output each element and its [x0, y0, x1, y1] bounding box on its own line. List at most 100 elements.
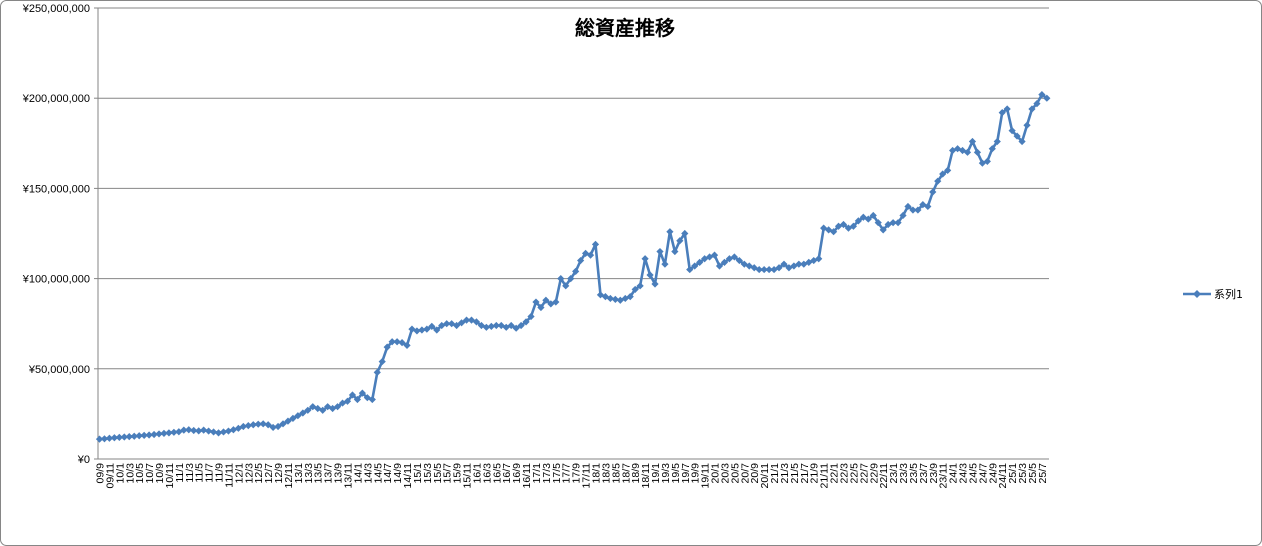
x-tick-label: 12/9: [273, 463, 285, 484]
x-tick-label: 15/1: [412, 463, 424, 484]
x-tick-label: 17/1: [531, 463, 543, 484]
x-tick-label: 23/1: [888, 463, 900, 484]
data-point: [1043, 94, 1051, 102]
x-tick-label: 25/7: [1037, 463, 1049, 484]
x-tick-label: 22/7: [858, 463, 870, 484]
data-point: [259, 420, 267, 428]
x-tick-label: 15/3: [422, 463, 434, 484]
data-point: [105, 434, 114, 442]
x-tick-label: 24/9: [987, 463, 999, 484]
data-point: [438, 321, 446, 330]
data-point: [691, 262, 699, 270]
data-point: [135, 432, 143, 440]
data-point: [314, 404, 322, 413]
data-point: [388, 338, 396, 346]
data-point: [205, 427, 213, 435]
data-point: [368, 395, 376, 404]
data-point: [542, 296, 550, 304]
data-point: [715, 262, 724, 270]
data-point: [567, 275, 575, 283]
data-point: [239, 422, 247, 431]
data-point: [864, 215, 872, 223]
x-tick-label: 19/5: [670, 463, 682, 484]
x-tick-label: 22/1: [829, 463, 841, 484]
data-point: [701, 255, 709, 263]
data-point: [894, 219, 902, 227]
x-tick-label: 12/3: [243, 463, 255, 484]
data-point: [651, 280, 659, 288]
data-point: [428, 322, 436, 331]
data-point: [155, 430, 163, 438]
x-tick-label: 18/5: [610, 463, 622, 484]
x-tick-label: 18/3: [600, 463, 612, 484]
data-point: [661, 260, 669, 268]
x-tick-label: 13/1: [293, 463, 305, 484]
legend-label: 系列1: [1214, 287, 1243, 301]
x-tick-label: 25/1: [1007, 463, 1019, 484]
data-point: [398, 339, 406, 347]
data-point: [423, 325, 431, 333]
data-point: [448, 320, 456, 328]
data-point: [492, 321, 500, 330]
data-point: [1033, 100, 1041, 108]
x-tick-label: 12/1: [233, 463, 245, 484]
data-point: [547, 300, 555, 308]
data-point: [686, 265, 694, 274]
data-point: [800, 260, 808, 268]
data-point: [264, 421, 272, 429]
data-point: [656, 247, 664, 256]
data-point: [150, 430, 158, 439]
data-point: [552, 298, 560, 306]
data-point: [249, 421, 257, 429]
data-point: [879, 226, 887, 234]
data-point: [433, 326, 441, 334]
data-point: [1028, 105, 1036, 113]
data-point: [631, 285, 639, 294]
data-point: [760, 265, 768, 274]
data-point: [502, 323, 510, 331]
data-point: [120, 433, 128, 441]
data-point: [353, 395, 362, 404]
data-point: [606, 294, 614, 303]
x-tick-label: 16/7: [501, 463, 513, 484]
x-tick-label: 22/11: [878, 463, 890, 489]
data-point: [944, 166, 952, 174]
data-point: [110, 434, 118, 442]
data-point: [795, 260, 803, 268]
x-tick-label: 15/11: [462, 463, 474, 489]
data-point: [537, 303, 545, 312]
data-point: [750, 264, 758, 272]
data-point: [740, 260, 748, 268]
x-tick-label: 23/5: [908, 463, 920, 484]
data-point: [710, 251, 719, 259]
data-point: [577, 256, 585, 265]
x-tick-label: 23/9: [928, 463, 940, 484]
data-point: [165, 429, 173, 437]
data-point: [626, 293, 634, 301]
x-tick-label: 17/5: [551, 463, 563, 484]
data-point: [309, 403, 317, 411]
data-point: [517, 321, 525, 330]
x-tick-label: 20/9: [749, 463, 761, 484]
x-tick-label: 11/7: [204, 463, 216, 483]
data-point: [735, 256, 743, 265]
data-point: [998, 109, 1006, 117]
x-tick-label: 13/9: [333, 463, 345, 484]
data-point: [175, 428, 183, 436]
legend: 系列1: [1183, 287, 1243, 301]
data-point: [443, 320, 451, 328]
x-tick-label: 22/9: [868, 463, 880, 484]
x-tick-label: 20/11: [759, 463, 771, 489]
data-point: [939, 170, 947, 178]
x-tick-label: 21/5: [789, 463, 801, 484]
data-point: [562, 282, 570, 290]
data-point: [472, 318, 481, 326]
series-markers: [95, 90, 1051, 443]
data-point: [294, 412, 302, 420]
data-point: [284, 417, 292, 425]
y-tick-label: ¥100,000,000: [22, 274, 90, 286]
x-tick-label: 23/7: [918, 463, 930, 484]
data-point: [224, 427, 233, 435]
x-tick-label: 15/5: [432, 463, 444, 484]
x-tick-label: 23/11: [938, 463, 950, 489]
